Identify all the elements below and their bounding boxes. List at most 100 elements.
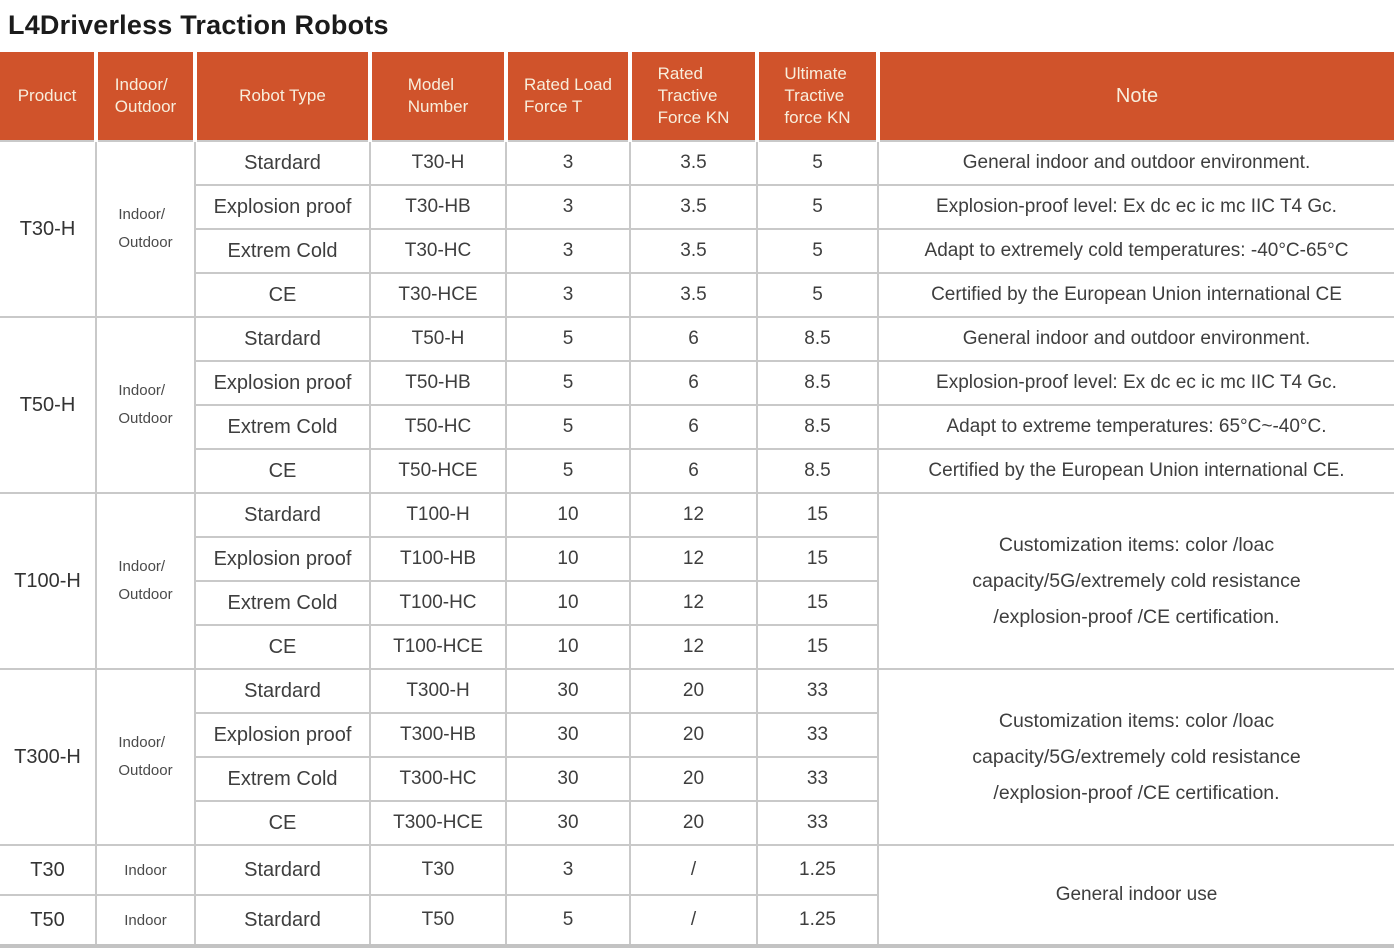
environment-cell: Indoor <box>95 844 196 896</box>
product-cell: T300-H <box>0 668 97 846</box>
model-number-cell: T100-H <box>369 492 507 538</box>
table-row: Explosion proof T300-HB 30 20 33 <box>0 712 1394 758</box>
model-number-cell: T30-H <box>369 140 507 186</box>
robot-type-cell: Stardard <box>194 316 371 362</box>
note-cell: General indoor and outdoor environment. <box>877 140 1394 186</box>
product-cell: T50 <box>0 894 97 948</box>
robot-type-cell: CE <box>194 624 371 670</box>
table-row: CE T30-HCE 3 3.5 5 Certified by the Euro… <box>0 272 1394 318</box>
col-header-note: Note <box>876 52 1394 141</box>
model-number-cell: T300-HC <box>369 756 507 802</box>
table-row: Explosion proof T50-HB 5 6 8.5 Explosion… <box>0 360 1394 406</box>
rated-tractive-cell: 12 <box>629 580 758 626</box>
robot-type-cell: Explosion proof <box>194 712 371 758</box>
rated-load-cell: 5 <box>505 404 631 450</box>
rated-load-cell: 3 <box>505 184 631 230</box>
rated-tractive-cell: 20 <box>629 668 758 714</box>
rated-load-cell: 10 <box>505 624 631 670</box>
model-number-cell: T30-HCE <box>369 272 507 318</box>
model-number-cell: T100-HC <box>369 580 507 626</box>
rated-tractive-cell: / <box>629 894 758 948</box>
ultimate-tractive-cell: 15 <box>756 580 879 626</box>
col-header-rated-load: Rated Load Force T <box>504 52 630 141</box>
model-number-cell: T50-HB <box>369 360 507 406</box>
ultimate-tractive-cell: 8.5 <box>756 448 879 494</box>
environment-cell: Indoor/ Outdoor <box>95 668 196 846</box>
product-cell: T30-H <box>0 140 97 318</box>
header-row: Product Indoor/ Outdoor Robot Type Model… <box>0 52 1394 141</box>
model-number-cell: T50-HCE <box>369 448 507 494</box>
ultimate-tractive-cell: 1.25 <box>756 844 879 896</box>
product-cell: T50-H <box>0 316 97 494</box>
table-row: T30 Indoor Stardard T30 3 / 1.25 General… <box>0 844 1394 948</box>
ultimate-tractive-cell: 5 <box>756 228 879 274</box>
environment-cell: Indoor <box>95 894 196 948</box>
ultimate-tractive-cell: 15 <box>756 536 879 582</box>
ultimate-tractive-cell: 8.5 <box>756 360 879 406</box>
spec-table: Product Indoor/ Outdoor Robot Type Model… <box>0 52 1394 948</box>
rated-load-cell: 10 <box>505 580 631 626</box>
model-number-cell: T300-HCE <box>369 800 507 846</box>
table-row: CE T300-HCE 30 20 33 <box>0 800 1394 846</box>
product-cell: T30 <box>0 844 97 896</box>
rated-load-cell: 30 <box>505 712 631 758</box>
col-header-indoor-outdoor: Indoor/ Outdoor <box>94 52 195 141</box>
rated-load-cell: 3 <box>505 844 631 896</box>
ultimate-tractive-cell: 1.25 <box>756 894 879 948</box>
note-cell: Customization items: color /loac capacit… <box>877 492 1394 670</box>
note-cell: Certified by the European Union internat… <box>877 272 1394 318</box>
environment-cell: Indoor/ Outdoor <box>95 492 196 670</box>
ultimate-tractive-cell: 8.5 <box>756 316 879 362</box>
model-number-cell: T100-HCE <box>369 624 507 670</box>
model-number-cell: T100-HB <box>369 536 507 582</box>
rated-load-cell: 10 <box>505 536 631 582</box>
ultimate-tractive-cell: 33 <box>756 756 879 802</box>
table-row: Extrem Cold T50-HC 5 6 8.5 Adapt to extr… <box>0 404 1394 450</box>
rated-load-cell: 5 <box>505 448 631 494</box>
rated-tractive-cell: 6 <box>629 404 758 450</box>
rated-load-cell: 30 <box>505 800 631 846</box>
environment-cell: Indoor/ Outdoor <box>95 140 196 318</box>
note-cell: Explosion-proof level: Ex dc ec ic mc II… <box>877 184 1394 230</box>
model-number-cell: T30-HC <box>369 228 507 274</box>
rated-tractive-cell: 3.5 <box>629 184 758 230</box>
table-row: CE T50-HCE 5 6 8.5 Certified by the Euro… <box>0 448 1394 494</box>
rated-tractive-cell: 6 <box>629 316 758 362</box>
page-title: L4Driverless Traction Robots <box>8 10 389 40</box>
robot-type-cell: Explosion proof <box>194 184 371 230</box>
robot-type-cell: Explosion proof <box>194 360 371 406</box>
table-row: T50-H Indoor/ Outdoor Stardard T50-H 5 6… <box>0 316 1394 494</box>
note-cell: Adapt to extreme temperatures: 65°C~-40°… <box>877 404 1394 450</box>
rated-load-cell: 10 <box>505 492 631 538</box>
rated-load-cell: 5 <box>505 316 631 362</box>
note-cell: Explosion-proof level: Ex dc ec ic mc II… <box>877 360 1394 406</box>
rated-tractive-cell: 20 <box>629 800 758 846</box>
rated-tractive-cell: 3.5 <box>629 272 758 318</box>
rated-load-cell: 30 <box>505 756 631 802</box>
rated-tractive-cell: 20 <box>629 712 758 758</box>
rated-tractive-cell: 20 <box>629 756 758 802</box>
table-row: Explosion proof T30-HB 3 3.5 5 Explosion… <box>0 184 1394 230</box>
robot-type-cell: Extrem Cold <box>194 228 371 274</box>
table-row: T30-H Indoor/ Outdoor Stardard T30-H 3 3… <box>0 140 1394 318</box>
table-row: T300-H Indoor/ Outdoor Stardard T300-H 3… <box>0 668 1394 846</box>
model-number-cell: T50 <box>369 894 507 948</box>
rated-tractive-cell: 3.5 <box>629 228 758 274</box>
rated-tractive-cell: / <box>629 844 758 896</box>
robot-type-cell: Extrem Cold <box>194 404 371 450</box>
table-row: Explosion proof T100-HB 10 12 15 <box>0 536 1394 582</box>
ultimate-tractive-cell: 33 <box>756 800 879 846</box>
col-header-ultimate-tractive: Ultimate Tractive force KN <box>755 52 878 141</box>
rated-load-cell: 3 <box>505 272 631 318</box>
environment-cell: Indoor/ Outdoor <box>95 316 196 494</box>
col-header-product: Product <box>0 52 96 141</box>
col-header-model-number: Model Number <box>368 52 506 141</box>
robot-type-cell: CE <box>194 272 371 318</box>
ultimate-tractive-cell: 15 <box>756 492 879 538</box>
ultimate-tractive-cell: 5 <box>756 140 879 186</box>
rated-tractive-cell: 3.5 <box>629 140 758 186</box>
robot-type-cell: Extrem Cold <box>194 756 371 802</box>
ultimate-tractive-cell: 33 <box>756 668 879 714</box>
model-number-cell: T50-H <box>369 316 507 362</box>
robot-type-cell: Stardard <box>194 668 371 714</box>
